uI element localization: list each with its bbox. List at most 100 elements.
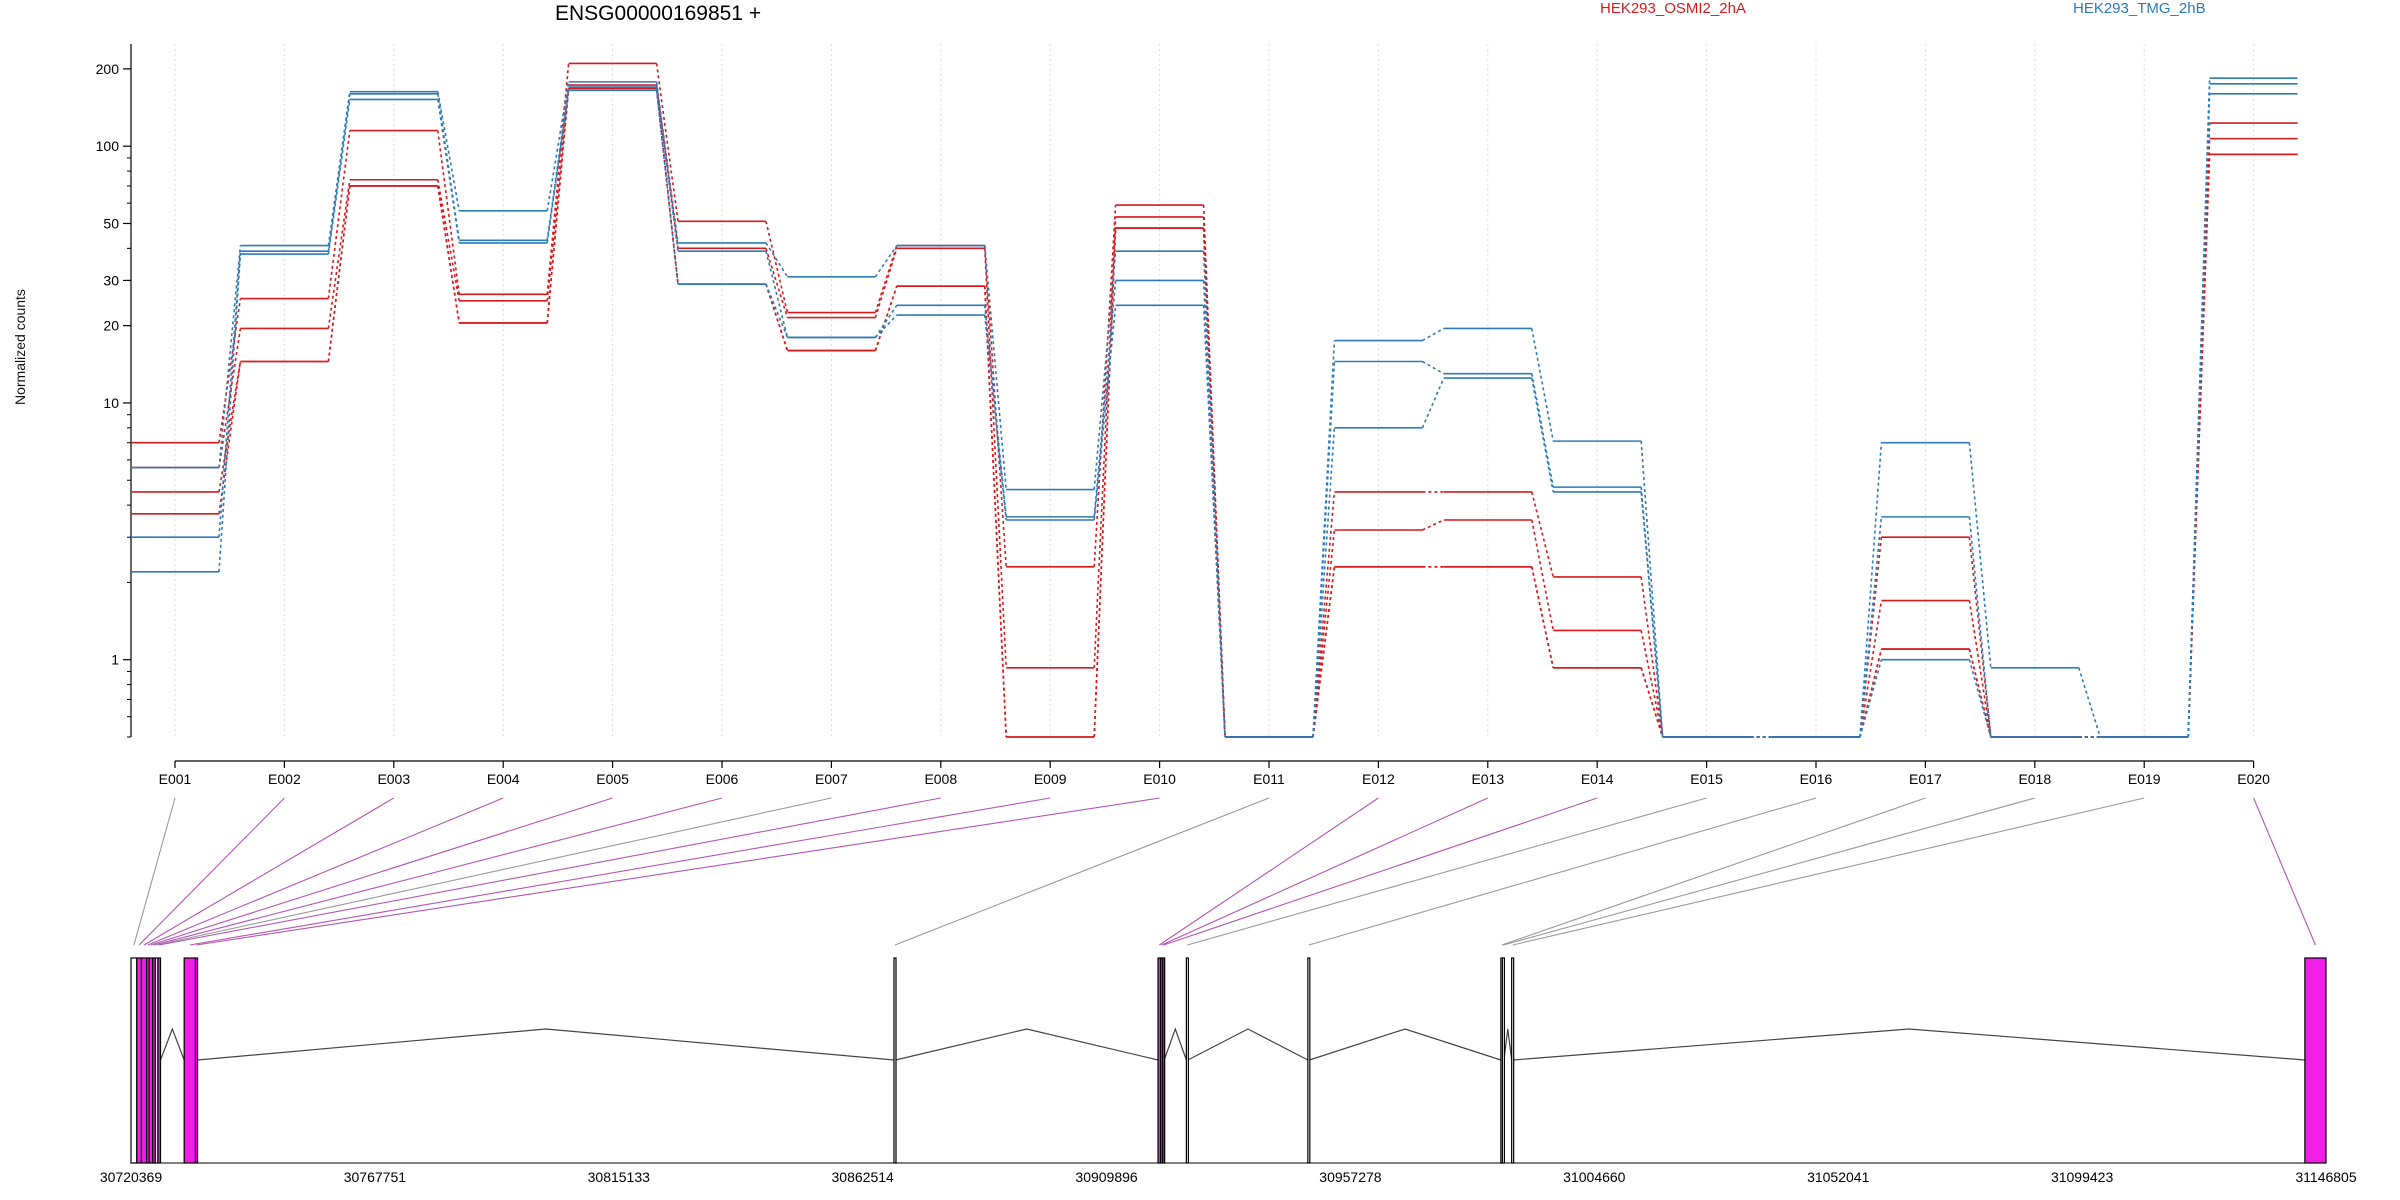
y-tick-label: 200	[96, 61, 120, 77]
connector	[1093, 227, 1117, 738]
genomic-tick-label: 30815133	[588, 1169, 651, 1185]
connector	[437, 185, 460, 324]
grid-lines	[174, 44, 2255, 737]
connector	[874, 285, 898, 351]
connector	[1312, 529, 1336, 738]
y-axis: 1 10 20 30 50 100 200	[96, 44, 132, 738]
intron	[1309, 1028, 1502, 1061]
connector	[1312, 491, 1336, 738]
exon-link	[1163, 797, 1598, 946]
connector	[874, 304, 898, 338]
exon-box	[1501, 957, 1506, 1164]
connector	[546, 84, 570, 301]
genomic-axis: 30720369 30767751 30815133 30862514 30909896…	[100, 1162, 2357, 1185]
connector	[1968, 516, 1992, 738]
genomic-tick-label: 31146805	[2295, 1169, 2356, 1185]
connector	[1640, 441, 1664, 738]
connector	[437, 130, 460, 295]
exon-link	[1501, 797, 1926, 946]
exon-label: E009	[1034, 771, 1067, 787]
connector	[2187, 154, 2211, 738]
intron	[895, 1028, 1159, 1061]
exon-link	[189, 797, 1051, 946]
connector	[218, 245, 242, 468]
connector	[1422, 327, 1445, 342]
exon-link-lines	[133, 797, 2316, 946]
exon-link	[150, 797, 613, 946]
exon-link	[147, 797, 504, 946]
connector	[1640, 576, 1664, 738]
exon-label: E002	[268, 771, 301, 787]
exon-link	[156, 797, 832, 946]
connector	[2187, 154, 2211, 738]
connector	[655, 90, 679, 285]
series-5	[131, 82, 2298, 738]
exon-box	[194, 957, 199, 1164]
exon-box	[893, 957, 897, 1164]
genomic-tick-label: 30957278	[1319, 1169, 1382, 1185]
connector	[874, 245, 898, 278]
y-tick-label: 10	[103, 395, 119, 411]
exon-label: E005	[596, 771, 629, 787]
y-tick-label: 1	[111, 652, 119, 668]
connector	[1093, 305, 1117, 521]
exon-link	[196, 797, 1160, 946]
connector	[1312, 427, 1336, 738]
series-4	[131, 77, 2298, 738]
connector	[1531, 491, 1554, 578]
exon-box	[130, 957, 138, 1164]
exon-label: E016	[1800, 771, 1833, 787]
connector	[546, 90, 570, 244]
genomic-tick-label: 30720369	[100, 1169, 163, 1185]
y-tick-label: 100	[96, 138, 120, 154]
series-6	[131, 89, 2298, 738]
connector	[1640, 491, 1664, 738]
exon-link	[1187, 797, 1707, 946]
genomic-tick-label: 30909896	[1075, 1169, 1138, 1185]
connector	[1640, 667, 1664, 738]
connector	[1968, 537, 1992, 738]
exon-label: E004	[487, 771, 520, 787]
exon-link	[153, 797, 723, 946]
connector	[1531, 566, 1554, 668]
connector	[327, 130, 351, 299]
exon-label: E018	[2018, 771, 2051, 787]
y-tick-label: 20	[103, 318, 119, 334]
exon-box	[1162, 957, 1166, 1164]
exon-label: E019	[2128, 771, 2161, 787]
connector	[546, 86, 570, 241]
intron	[159, 1027, 185, 1061]
connector	[1531, 328, 1554, 442]
exon-label: E017	[1909, 771, 1942, 787]
genomic-tick-label: 30767751	[344, 1169, 407, 1185]
connector	[2078, 667, 2101, 738]
connector	[984, 248, 1007, 668]
connector	[874, 245, 898, 313]
exon-link	[1159, 797, 1379, 946]
connector	[437, 99, 460, 244]
connector	[437, 179, 460, 301]
exon-label: E012	[1362, 771, 1395, 787]
y-tick-label: 30	[103, 272, 119, 288]
connector	[218, 298, 242, 443]
connector	[1968, 659, 1992, 738]
exon-label: E020	[2237, 771, 2270, 787]
intron	[197, 1028, 895, 1061]
connector	[1531, 377, 1554, 493]
exon-label: E014	[1581, 771, 1614, 787]
connector	[1202, 227, 1226, 738]
exon-label: E015	[1690, 771, 1723, 787]
exon-box	[1307, 957, 1311, 1164]
y-tick-label: 50	[103, 215, 119, 231]
connector	[1859, 516, 1883, 738]
connector	[874, 248, 898, 318]
series-lines	[131, 62, 2298, 738]
connector	[327, 179, 351, 329]
legend-entry-osmi2: HEK293_OSMI2_2hA	[1600, 0, 1746, 17]
exon-box	[157, 957, 162, 1164]
genomic-tick-label: 31004660	[1563, 1169, 1626, 1185]
exon-label: E003	[377, 771, 410, 787]
connector	[327, 99, 351, 255]
connector	[327, 91, 351, 246]
